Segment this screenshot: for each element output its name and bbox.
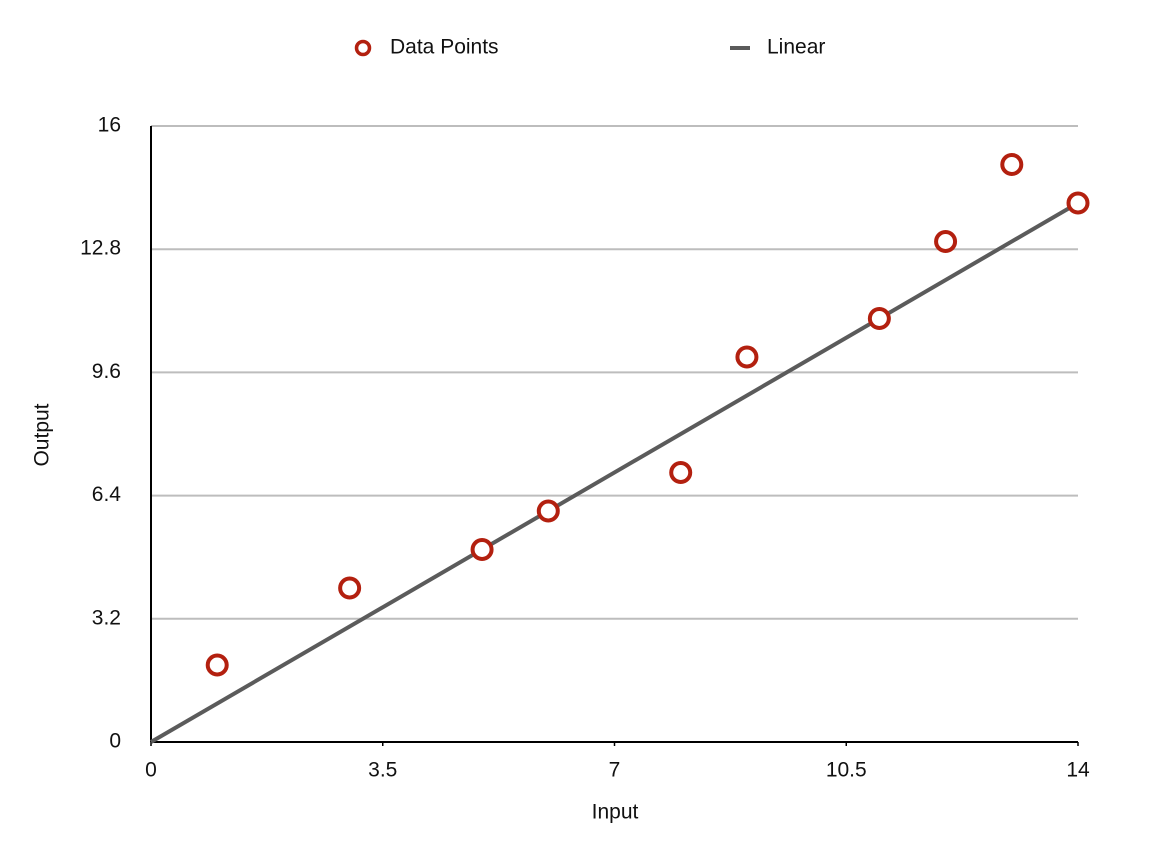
data-point	[934, 230, 958, 253]
x-tick-label: 14	[1066, 759, 1090, 782]
data-point	[669, 461, 693, 484]
data-point	[867, 307, 891, 330]
data-point	[205, 653, 229, 677]
trend-line	[149, 201, 1080, 744]
y-tick-label: 9.6	[92, 360, 121, 383]
data-point	[470, 538, 494, 561]
data-point	[1066, 191, 1090, 215]
y-tick-label: 16	[98, 114, 121, 137]
data-point	[338, 576, 362, 600]
x-tick-label: 0	[145, 759, 157, 782]
legend-swatch	[354, 39, 372, 57]
x-axis-title: Input	[592, 801, 639, 824]
data-point	[1000, 153, 1024, 176]
y-tick-label: 6.4	[92, 483, 122, 506]
legend-label: Data Points	[390, 36, 499, 59]
x-tick-label: 3.5	[368, 759, 397, 782]
y-tick-label: 0	[109, 730, 121, 753]
x-tick-label: 7	[609, 759, 621, 782]
legend-label: Linear	[767, 36, 825, 59]
data-point	[735, 345, 759, 369]
y-tick-label: 12.8	[80, 237, 121, 260]
data-point	[536, 499, 560, 523]
x-tick-label: 10.5	[826, 759, 867, 782]
y-tick-label: 3.2	[92, 606, 121, 629]
y-axis-title: Output	[31, 403, 54, 466]
